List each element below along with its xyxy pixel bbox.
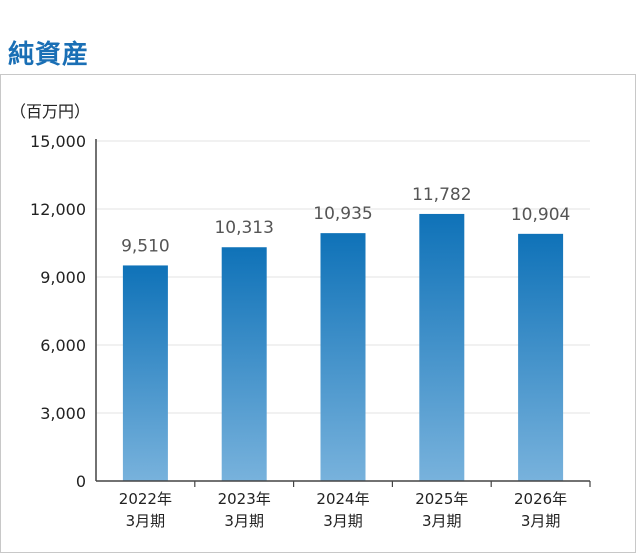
y-axis-unit: （百万円） xyxy=(10,102,90,121)
x-tick-label-period: 3月期 xyxy=(422,512,462,530)
bar-value-label: 11,782 xyxy=(412,185,471,205)
bar-value-label: 10,904 xyxy=(511,205,570,225)
x-tick-label-period: 3月期 xyxy=(126,512,166,530)
bar xyxy=(221,247,267,481)
bar xyxy=(320,233,366,481)
y-tick-label: 12,000 xyxy=(30,200,86,219)
x-tick-label-year: 2026年 xyxy=(514,490,567,508)
bar xyxy=(122,265,168,481)
y-tick-label: 15,000 xyxy=(30,132,86,151)
bar-value-label: 10,935 xyxy=(313,204,372,224)
chart-frame xyxy=(0,74,636,553)
x-tick-label-period: 3月期 xyxy=(521,512,561,530)
bar-value-label: 10,313 xyxy=(214,218,273,238)
x-tick-label-period: 3月期 xyxy=(224,512,264,530)
bar-value-label: 9,510 xyxy=(121,236,170,256)
page-title: 純資産 xyxy=(8,40,90,70)
bar xyxy=(419,213,465,481)
x-tick-label-year: 2024年 xyxy=(316,490,369,508)
x-tick-label-year: 2023年 xyxy=(218,490,271,508)
x-tick-label-year: 2025年 xyxy=(415,490,468,508)
x-tick-label-period: 3月期 xyxy=(323,512,363,530)
bar xyxy=(518,233,564,481)
x-tick-label-year: 2022年 xyxy=(119,490,172,508)
y-tick-label: 6,000 xyxy=(40,336,86,355)
y-tick-label: 3,000 xyxy=(40,404,86,423)
y-tick-label: 0 xyxy=(76,472,86,491)
y-tick-label: 9,000 xyxy=(40,268,86,287)
